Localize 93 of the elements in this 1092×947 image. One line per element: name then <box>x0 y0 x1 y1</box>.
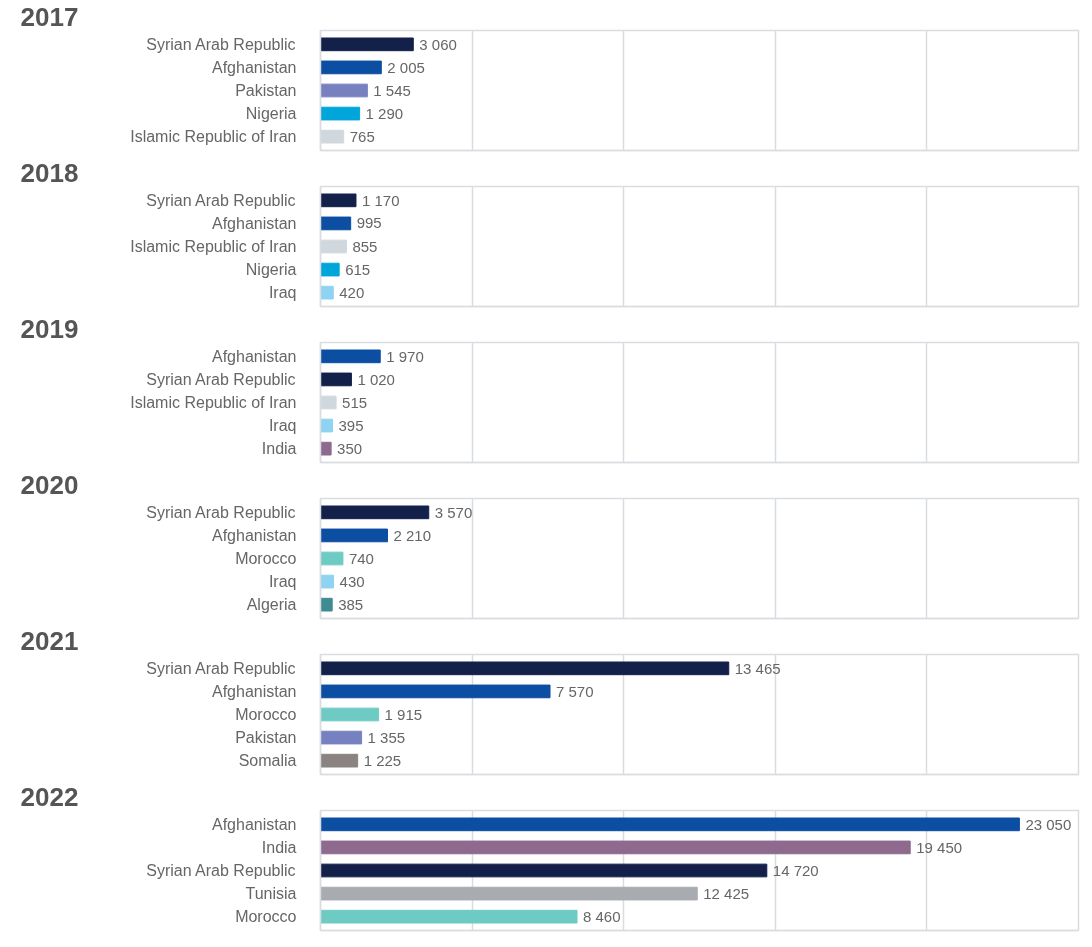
y-tick-label: Islamic Republic of Iran <box>130 394 297 411</box>
data-label: 8 460 <box>583 908 621 926</box>
text: 2020 <box>20 469 79 500</box>
text: 2017 <box>20 1 79 32</box>
data-label: 855 <box>352 237 378 255</box>
bar <box>320 60 382 75</box>
bar <box>320 730 363 745</box>
bar <box>320 909 578 924</box>
data-label: 615 <box>345 260 371 278</box>
y-tick-label: Afghanistan <box>211 526 297 544</box>
bar <box>320 83 368 98</box>
data-label: 1 355 <box>367 729 406 747</box>
data-label: 1 970 <box>386 347 424 365</box>
bar <box>320 753 359 768</box>
y-tick-label: Iraq <box>268 417 297 435</box>
bar <box>320 505 430 520</box>
bar <box>320 574 335 589</box>
bar <box>320 528 389 543</box>
y-tick-label: Tunisia <box>245 885 297 903</box>
y-tick-label: Morocco <box>235 908 297 926</box>
bar <box>320 262 340 277</box>
y-tick-label: Syrian Arab Republic <box>146 659 296 677</box>
data-label: 430 <box>339 572 365 590</box>
data-label: 995 <box>356 214 382 232</box>
bar <box>320 418 333 433</box>
bar <box>320 886 698 901</box>
y-tick-label: Afghanistan <box>211 214 297 232</box>
bar <box>320 840 911 855</box>
data-label: 395 <box>338 416 364 434</box>
data-label: 3 060 <box>419 35 457 53</box>
y-tick-label: Afghanistan <box>211 58 297 76</box>
bar <box>320 707 380 722</box>
bar <box>320 37 414 52</box>
text: 2022 <box>20 781 79 812</box>
y-tick-label: Nigeria <box>245 105 297 123</box>
bar <box>320 216 352 231</box>
data-label: 7 570 <box>556 682 594 700</box>
y-tick-label: Syrian Arab Republic <box>146 35 296 53</box>
y-tick-label: Nigeria <box>245 261 297 279</box>
y-tick-label: Pakistan <box>235 82 297 99</box>
y-tick-label: Syrian Arab Republic <box>146 503 296 521</box>
data-label: 2 005 <box>387 58 425 76</box>
data-label: 765 <box>349 127 375 145</box>
data-label: 515 <box>342 393 368 411</box>
bar <box>320 441 332 456</box>
data-label: 19 450 <box>916 838 963 856</box>
data-label: 740 <box>348 549 374 567</box>
data-label: 1 020 <box>357 370 395 388</box>
data-label: 1 545 <box>373 82 411 99</box>
bar <box>320 349 381 364</box>
data-label: 1 225 <box>363 752 402 770</box>
y-tick-label: Morocco <box>235 550 297 567</box>
data-label: 14 720 <box>772 862 819 879</box>
data-label: 1 290 <box>365 105 404 123</box>
data-label: 385 <box>338 595 364 613</box>
y-tick-label: Morocco <box>235 706 297 723</box>
y-tick-label: Syrian Arab Republic <box>146 191 296 209</box>
bar <box>320 193 357 208</box>
data-label: 350 <box>337 439 363 457</box>
text: 2018 <box>20 157 79 188</box>
data-label: 1 170 <box>361 191 400 209</box>
y-tick-label: Afghanistan <box>211 347 297 365</box>
bar <box>320 372 352 387</box>
data-label: 2 210 <box>393 526 432 544</box>
data-label: 23 050 <box>1025 815 1072 833</box>
y-tick-label: Afghanistan <box>211 815 297 833</box>
data-label: 1 915 <box>384 706 423 723</box>
y-tick-label: Afghanistan <box>211 682 297 700</box>
text: 2021 <box>20 625 79 656</box>
text: 2019 <box>20 313 79 344</box>
data-label: 13 465 <box>734 659 781 677</box>
data-label: 420 <box>339 283 365 301</box>
bar <box>320 661 730 676</box>
y-tick-label: Somalia <box>238 752 297 770</box>
bar <box>320 106 361 121</box>
y-tick-label: Syrian Arab Republic <box>146 370 296 388</box>
y-tick-label: Islamic Republic of Iran <box>130 238 297 255</box>
y-tick-label: Pakistan <box>235 729 297 747</box>
y-tick-label: Algeria <box>246 596 297 614</box>
y-tick-label: India <box>261 440 297 458</box>
y-tick-label: Syrian Arab Republic <box>146 862 296 879</box>
bar <box>320 551 344 566</box>
data-label: 3 570 <box>434 503 473 521</box>
bar <box>320 684 551 699</box>
data-label: 12 425 <box>703 885 750 903</box>
y-tick-label: India <box>261 838 297 856</box>
bar <box>320 285 334 300</box>
y-tick-label: Iraq <box>268 573 297 591</box>
bar <box>320 817 1020 832</box>
bar <box>320 597 333 612</box>
y-tick-label: Islamic Republic of Iran <box>130 128 297 146</box>
y-tick-label: Iraq <box>268 284 297 302</box>
bar <box>320 863 768 878</box>
